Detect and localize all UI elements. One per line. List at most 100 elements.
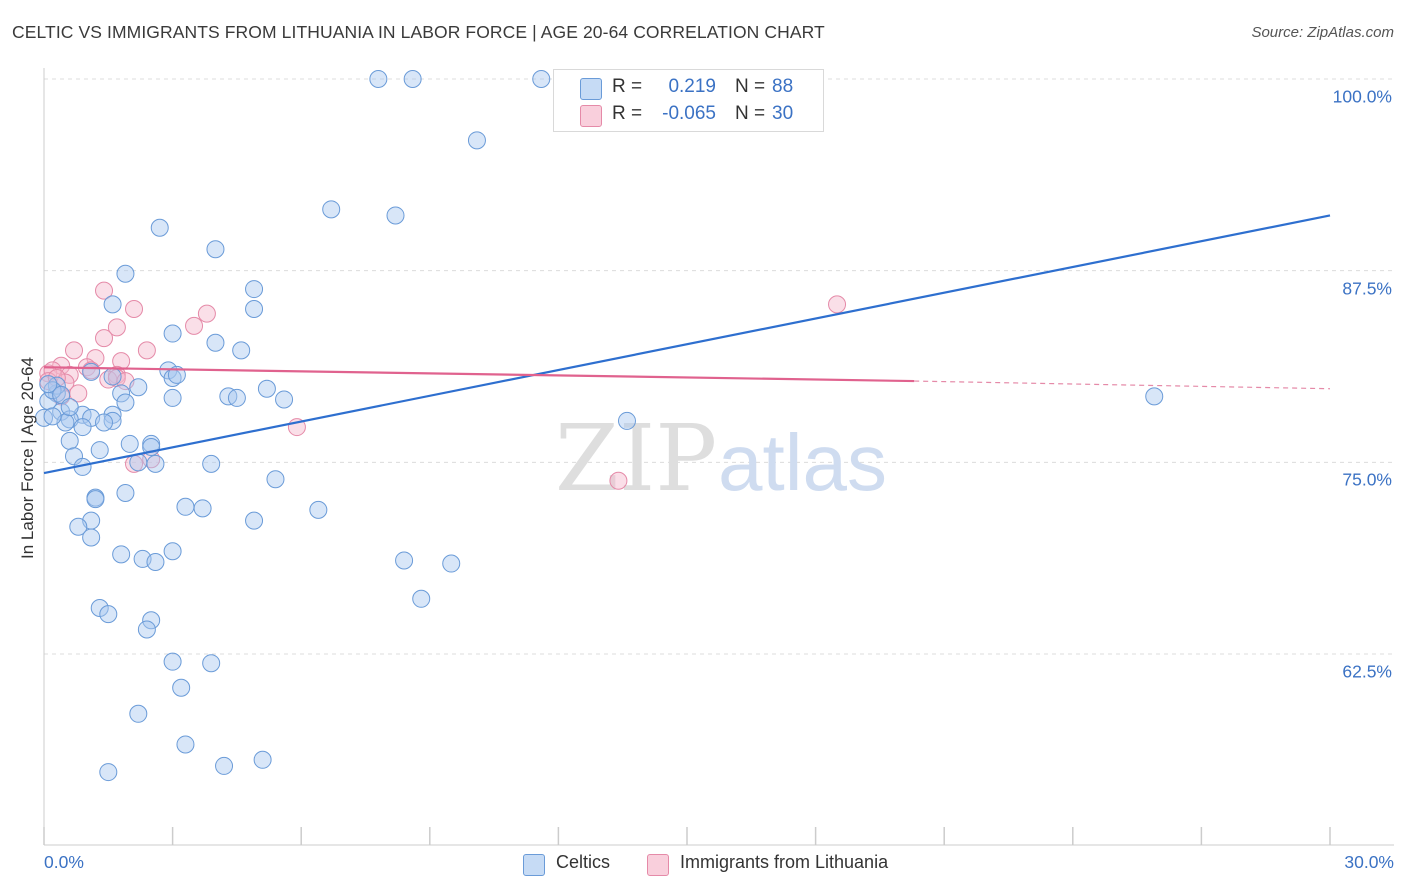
celtics-point	[467, 131, 486, 150]
immigrants-point	[609, 471, 628, 490]
celtics-point	[206, 333, 225, 352]
celtics-point	[95, 413, 114, 432]
celtics-point	[275, 390, 294, 409]
legend-r-label: R =	[612, 76, 643, 97]
celtics-point	[163, 652, 182, 671]
legend-n-label: N =	[735, 76, 766, 97]
immigrants-point	[112, 352, 131, 371]
legend-n-value: 88	[772, 76, 794, 97]
watermark: ZIP atlas	[555, 405, 887, 512]
series-immigrants-points	[39, 281, 847, 490]
celtics-point	[412, 589, 431, 608]
series-celtics-points	[35, 70, 1164, 782]
celtics-point	[99, 605, 118, 624]
celtics-point	[82, 362, 101, 381]
immigrants-swatch	[647, 854, 669, 876]
legend-n-label: N =	[735, 103, 766, 124]
celtics-point	[116, 484, 135, 502]
immigrants-point	[65, 341, 84, 360]
immigrants-point	[125, 300, 144, 318]
celtics-point	[245, 511, 264, 530]
celtics-point	[86, 490, 105, 509]
celtics-point	[73, 418, 92, 437]
legend-r-label: R =	[612, 103, 643, 124]
celtics-point	[176, 497, 195, 516]
celtics-point	[202, 654, 221, 673]
celtics-point	[266, 470, 285, 489]
axes	[43, 68, 1394, 846]
celtics-point	[403, 70, 422, 88]
chart-title: CELTIC VS IMMIGRANTS FROM LITHUANIA IN L…	[12, 22, 825, 42]
immigrants-point	[185, 316, 204, 335]
celtics-point	[617, 411, 636, 430]
celtics-point	[163, 542, 182, 561]
celtics-point	[206, 240, 225, 259]
source-label: Source: ZipAtlas.com	[1251, 24, 1394, 41]
celtics-point	[322, 200, 341, 219]
y-tick-label: 87.5%	[1342, 278, 1392, 299]
x-tick-label: 0.0%	[44, 852, 84, 872]
celtics-point	[245, 300, 264, 318]
watermark-zip: ZIP	[555, 405, 717, 512]
immigrants-trend-line	[43, 366, 915, 383]
gridlines	[44, 78, 1394, 655]
celtics-point	[172, 678, 191, 697]
immigrants-point	[828, 295, 847, 314]
celtics-point	[60, 431, 79, 450]
celtics-point	[137, 620, 156, 639]
legend-row-celtics: R = 0.219 N = 88	[554, 73, 823, 101]
celtics-point	[99, 763, 118, 782]
celtics-point	[163, 324, 182, 343]
celtics-point	[146, 454, 165, 473]
celtics-point	[120, 434, 139, 453]
immigrants-trend-extension	[914, 380, 1331, 390]
celtics-point	[386, 206, 405, 225]
celtics-point	[60, 398, 79, 417]
celtics-point	[116, 264, 135, 283]
celtics-point	[90, 441, 109, 460]
celtics-point	[112, 545, 131, 564]
legend-n-value: 30	[772, 103, 794, 124]
y-tick-label: 62.5%	[1342, 661, 1392, 682]
celtics-point	[43, 407, 62, 426]
celtics-point	[309, 500, 328, 519]
immigrants-point	[95, 329, 114, 348]
celtics-point	[103, 367, 122, 386]
celtics-point	[1145, 387, 1164, 406]
celtics-point	[129, 704, 148, 723]
celtics-point	[442, 554, 461, 573]
y-tick-label: 100.0%	[1332, 86, 1392, 107]
celtics-point	[232, 341, 251, 360]
immigrants-label: Immigrants from Lithuania	[680, 852, 889, 872]
celtics-point	[146, 553, 165, 571]
celtics-point	[167, 365, 186, 384]
legend-row-immigrants: R = -0.065 N = 30	[554, 100, 823, 128]
celtics-point	[116, 393, 135, 412]
y-axis-label: In Labor Force | Age 20-64	[18, 357, 37, 559]
celtics-point	[52, 385, 71, 404]
celtics-point	[257, 379, 276, 398]
immigrants-point	[107, 318, 126, 337]
celtics-point	[202, 454, 221, 473]
celtics-point	[215, 756, 234, 775]
celtics-point	[39, 375, 58, 394]
celtics-point	[227, 388, 246, 407]
watermark-atlas: atlas	[718, 418, 887, 507]
celtics-point	[69, 517, 88, 536]
legend-swatch-blue	[580, 78, 602, 100]
y-tick-label: 75.0%	[1342, 469, 1392, 490]
celtics-point	[395, 551, 414, 570]
celtics-point	[369, 70, 388, 88]
celtics-point	[176, 735, 195, 754]
celtics-swatch	[523, 854, 545, 876]
celtics-point	[245, 280, 264, 299]
legend-swatch-pink	[580, 105, 602, 127]
x-tick-label: 30.0%	[1344, 852, 1394, 872]
immigrants-point	[197, 304, 216, 323]
celtics-point	[112, 384, 131, 403]
celtics-label: Celtics	[556, 852, 611, 872]
celtics-point	[129, 378, 148, 397]
celtics-point	[142, 611, 161, 630]
legend-r-value: 0.219	[668, 76, 716, 97]
